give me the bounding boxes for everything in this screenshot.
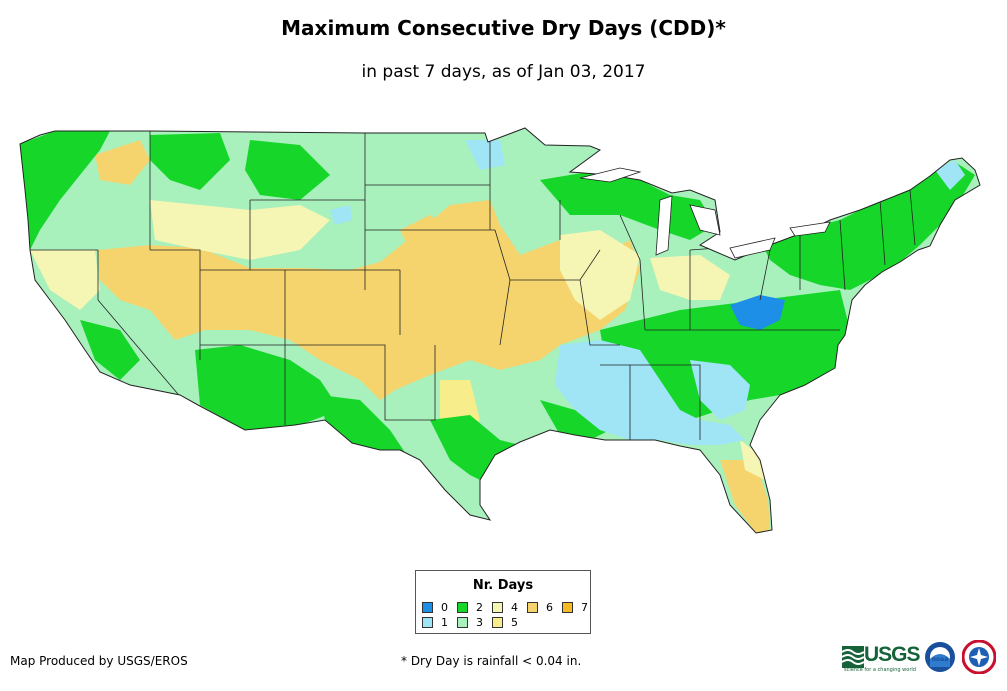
legend-label: 7 (581, 601, 588, 614)
legend-label: 2 (476, 601, 483, 614)
legend-label: 6 (546, 601, 553, 614)
noaa-label: noaa (932, 656, 949, 663)
wet-green (20, 131, 975, 480)
dry-regions (95, 140, 770, 533)
legend-label: 1 (441, 616, 448, 629)
legend-swatch (527, 602, 538, 613)
one-day-blue (330, 140, 965, 445)
legend-swatch (422, 602, 433, 613)
map-title: Maximum Consecutive Dry Days (CDD)* (281, 16, 726, 40)
usgs-wave-icon (842, 646, 864, 668)
zero-day-blue (730, 295, 785, 330)
map-subtitle: in past 7 days, as of Jan 03, 2017 (361, 62, 646, 82)
noaa-logo-icon: noaa (925, 642, 955, 672)
state-lines (30, 131, 916, 440)
legend-label: 5 (511, 616, 518, 629)
legend-swatch (457, 617, 468, 628)
us-cdd-map (19, 127, 981, 534)
legend-swatch (492, 617, 503, 628)
great-lakes (579, 167, 831, 259)
nws-logo-icon (962, 640, 996, 674)
usgs-wordmark: USGS (864, 643, 921, 666)
usgs-tagline: science for a changing world (844, 667, 916, 673)
credit-text: Map Produced by USGS/EROS (10, 654, 188, 668)
legend-title: Nr. Days (472, 578, 534, 593)
legend-swatch (422, 617, 433, 628)
legend-swatch (457, 602, 468, 613)
legend-swatch (492, 602, 503, 613)
legend-swatch (562, 602, 573, 613)
legend-label: 0 (441, 601, 448, 614)
legend-label: 3 (476, 616, 483, 629)
footnote-text: * Dry Day is rainfall < 0.04 in. (401, 654, 582, 668)
legend: Nr. Days 0 1 2 3 4 5 6 7 (415, 570, 591, 634)
usgs-logo: USGS science for a changing world (842, 643, 921, 673)
legend-label: 4 (511, 601, 518, 614)
